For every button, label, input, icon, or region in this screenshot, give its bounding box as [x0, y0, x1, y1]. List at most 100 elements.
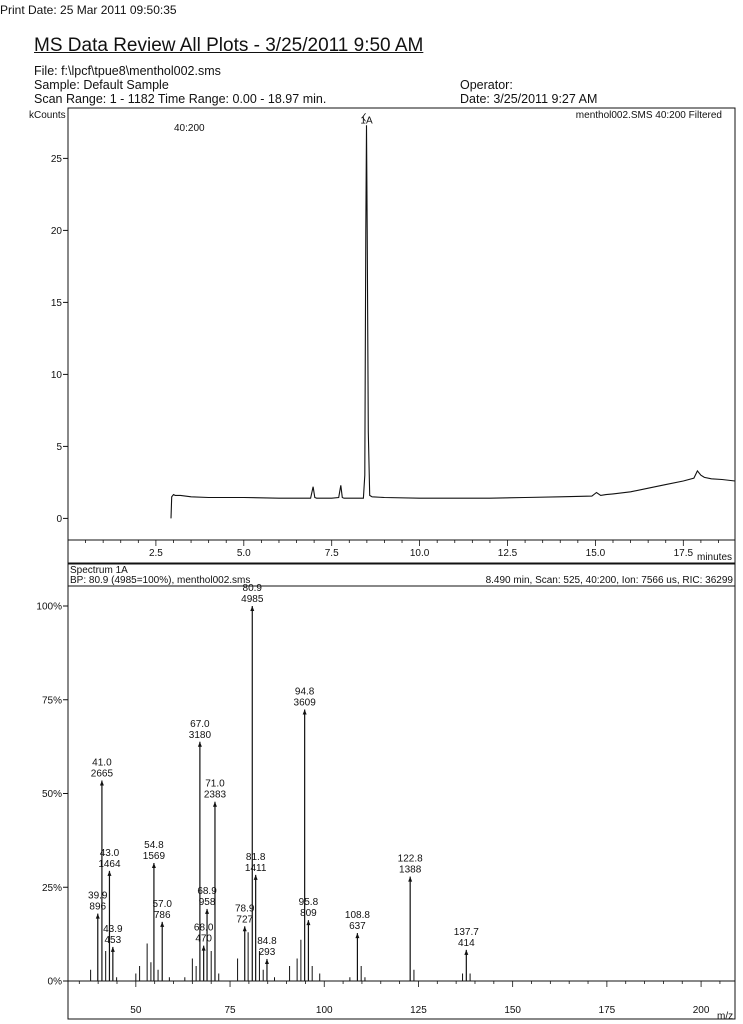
spectrum-ytick-label: 100%	[36, 602, 62, 613]
chromatogram-ytick-label: 20	[51, 226, 63, 237]
spectrum-peak-mz-label: 41.0	[92, 758, 112, 769]
spectrum-peak-mz-label: 81.8	[246, 852, 266, 863]
peak-label: 1A	[360, 115, 373, 126]
spectrum-peak-abundance-label: 958	[199, 897, 216, 908]
spectrum-peak-mz-label: 54.8	[144, 840, 164, 851]
peak-marker-icon	[362, 113, 366, 122]
spectrum-peak-arrow	[306, 920, 311, 926]
chromatogram-y-axis: 0 5 10 15 20 25	[51, 154, 68, 525]
spectrum-peak-mz-label: 71.0	[205, 779, 225, 790]
spectrum-peak-abundance-label: 727	[236, 914, 253, 925]
chromatogram-xtick-label: 5.0	[237, 548, 251, 559]
scan-range: Scan Range: 1 - 1182 Time Range: 0.00 - …	[34, 92, 327, 106]
spectrum-peak-arrow	[99, 780, 104, 786]
spectrum-peak-mz-label: 122.8	[398, 854, 423, 865]
spectrum-peak-mz-label: 68.0	[194, 923, 214, 934]
spectrum-ytick-label: 75%	[42, 695, 62, 706]
spectrum-peak-abundance-label: 293	[259, 947, 276, 958]
chromatogram-ytick-label: 25	[51, 154, 63, 165]
spectrum-ytick-label: 50%	[42, 789, 62, 800]
chromatogram-ytick-label: 0	[56, 514, 62, 525]
report-title: MS Data Review All Plots - 3/25/2011 9:5…	[34, 35, 424, 56]
spectrum-peak-abundance-label: 3609	[294, 698, 317, 709]
spectrum-peak-abundance-label: 470	[195, 934, 212, 945]
chromatogram-ylabel: kCounts	[29, 110, 66, 121]
spectrum-peak-mz-label: 84.8	[257, 936, 277, 947]
spectrum-peak-arrow	[464, 949, 469, 955]
spectrum-peak-abundance-label: 1569	[143, 851, 166, 862]
ion-range-label: 40:200	[174, 123, 205, 134]
spectrum-peak-mz-label: 68.9	[197, 886, 217, 897]
spectrum-x-axis: 50 75 100 125 150 175 200	[68, 980, 735, 1016]
spectrum-xtick-label: 125	[410, 1005, 427, 1016]
spectrum-peak-arrow	[95, 913, 100, 919]
spectrum-peak-arrow	[151, 862, 156, 868]
print-date: Print Date: 25 Mar 2011 09:50:35	[0, 3, 177, 17]
spectrum-xlabel: m/z	[717, 1011, 733, 1022]
chromatogram-panel: kCounts 40:200 menthol002.SMS 40:200 Fil…	[29, 107, 736, 564]
chromatogram-xlabel: minutes	[697, 552, 732, 563]
scan-info: 8.490 min, Scan: 525, 40:200, Ion: 7566 …	[486, 575, 734, 586]
spectrum-xtick-label: 100	[316, 1005, 333, 1016]
spectrum-frame	[67, 563, 736, 1020]
spectrum-peak-mz-label: 95.8	[299, 897, 319, 908]
spectrum-peak-mz-label: 94.8	[295, 687, 315, 698]
spectrum-peak-abundance-label: 453	[104, 935, 121, 946]
spectrum-peak-mz-label: 80.9	[243, 583, 263, 594]
spectrum-peak-mz-label: 43.9	[103, 924, 123, 935]
spectrum-peak-mz-label: 43.0	[100, 848, 120, 859]
operator: Operator:	[460, 78, 513, 92]
spectrum-peak-arrow	[250, 606, 255, 611]
spectrum-peak-abundance-label: 2383	[204, 790, 227, 801]
spectrum-peak-arrow	[201, 945, 206, 951]
spectrum-xtick-label: 200	[693, 1005, 710, 1016]
acquisition-date: Date: 3/25/2011 9:27 AM	[460, 92, 598, 106]
chromatogram-xtick-label: 7.5	[325, 548, 339, 559]
spectrum-peak-arrow	[205, 908, 210, 914]
spectrum-ytick-label: 25%	[42, 883, 62, 894]
spectrum-peak-abundance-label: 414	[458, 938, 475, 949]
chromatogram-xtick-label: 10.0	[410, 548, 430, 559]
chromatogram-x-axis: 2.5 5.0 7.5 10.0 12.5 15.0 17.5	[68, 539, 735, 559]
spectrum-panel: Spectrum 1A BP: 80.9 (4985=100%), mentho…	[36, 563, 736, 1022]
spectrum-peak-arrow	[110, 946, 115, 952]
spectrum-peak-arrow	[107, 870, 112, 876]
spectrum-peak-mz-label: 108.8	[345, 910, 370, 921]
chromatogram-xtick-label: 17.5	[674, 548, 694, 559]
spectrum-peak-arrow	[160, 921, 165, 927]
spectrum-xtick-label: 175	[599, 1005, 616, 1016]
chromatogram-xtick-label: 2.5	[149, 548, 163, 559]
chromatogram-trace	[170, 125, 736, 519]
sample-name: Sample: Default Sample	[34, 78, 169, 92]
file-path: File: f:\lpcf\tpue8\menthol002.sms	[34, 64, 221, 78]
spectrum-peak-abundance-label: 809	[300, 908, 317, 919]
spectrum-peak-arrow	[212, 801, 217, 807]
spectrum-peak-mz-label: 57.0	[152, 899, 172, 910]
spectrum-peak-abundance-label: 896	[89, 902, 106, 913]
spectrum-xtick-label: 50	[130, 1005, 142, 1016]
spectrum-peak-arrow	[253, 874, 258, 880]
spectrum-peak-abundance-label: 786	[154, 910, 171, 921]
chromatogram-ytick-label: 10	[51, 370, 63, 381]
spectrum-peak-abundance-label: 3180	[189, 730, 212, 741]
spectrum-peak-abundance-label: 1388	[399, 865, 422, 876]
spectrum-peak-abundance-label: 1464	[98, 859, 121, 870]
spectrum-peak-abundance-label: 1411	[245, 863, 267, 874]
spectrum-bars	[90, 606, 471, 981]
spectrum-peak-abundance-label: 4985	[241, 594, 264, 605]
spectrum-peak-arrow	[242, 926, 247, 932]
spectrum-peak-arrow	[264, 958, 269, 964]
spectrum-peak-arrow	[197, 741, 202, 747]
spectrum-peak-abundance-label: 2665	[91, 769, 114, 780]
spectrum-peak-abundance-label: 637	[349, 921, 366, 932]
trace-label: menthol002.SMS 40:200 Filtered	[576, 110, 722, 121]
spectrum-peak-mz-label: 78.9	[235, 903, 255, 914]
chromatogram-xtick-label: 15.0	[586, 548, 606, 559]
chromatogram-frame	[67, 107, 736, 564]
chromatogram-ytick-label: 15	[51, 298, 63, 309]
spectrum-xtick-label: 75	[224, 1005, 236, 1016]
spectrum-peak-arrow	[408, 876, 413, 882]
chromatogram-ytick-label: 5	[56, 442, 62, 453]
